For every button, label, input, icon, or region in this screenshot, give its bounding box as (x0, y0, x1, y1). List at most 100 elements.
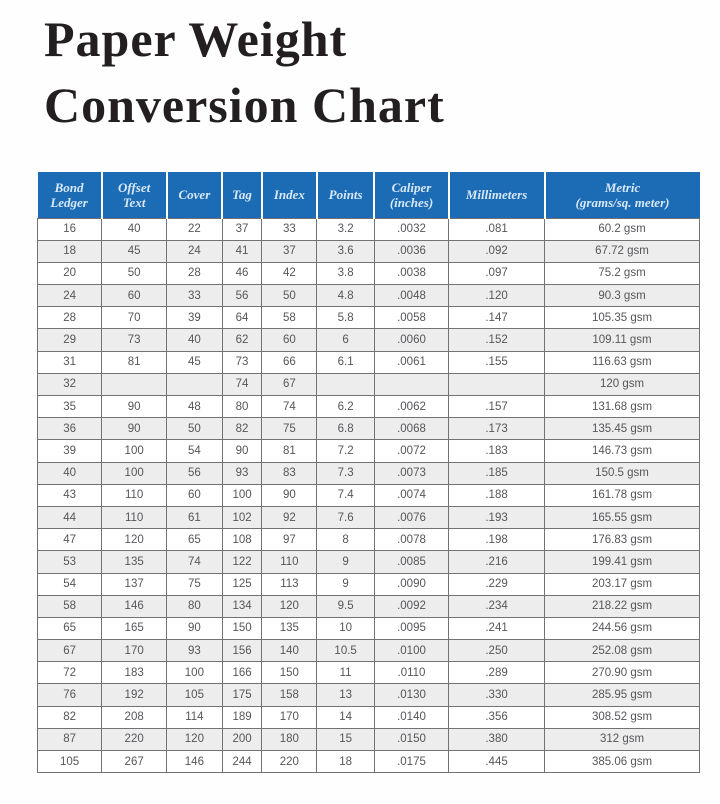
table-row: 58 146 80 134 120 9.5.0092.234 218.22 gsm (36, 594, 700, 618)
cell: 39 (166, 306, 223, 330)
cell: 18 (36, 239, 103, 263)
cell: 100 (101, 461, 168, 485)
table-row: 72 183 100 166 150 11.0110.289 270.90 gsm (36, 661, 700, 685)
cell: .0150 (373, 727, 450, 752)
cell: 218.22 gsm (544, 594, 700, 618)
cell: .0036 (373, 239, 450, 263)
cell: 161.78 gsm (544, 483, 700, 507)
header-cell: Cover (165, 172, 223, 218)
cell: 150.5 gsm (544, 461, 700, 485)
cell: 135 (101, 550, 168, 574)
cell: 73 (221, 350, 263, 374)
cell: 90 (261, 483, 318, 507)
cell: 158 (261, 683, 318, 707)
cell: 67 (261, 372, 318, 397)
cell: 140 (261, 639, 318, 663)
cell: .198 (448, 528, 546, 552)
cell: 9.5 (316, 594, 375, 618)
header-cell: Points (315, 172, 375, 218)
header-cell: Metric (grams/sq. meter) (543, 172, 700, 218)
table-row: 53 135 74 122 110 9.0085.216 199.41 gsm (36, 550, 700, 574)
paper-weight-conversion-table: Bond Ledger Offset Text Cover Tag Index Point… (36, 172, 700, 774)
cell: 203.17 gsm (544, 572, 700, 596)
cell: 146 (166, 749, 223, 774)
cell: 120 (166, 727, 223, 752)
cell: 134 (221, 594, 263, 618)
table-row: 39 100 54 90 81 7.2.0072.183 146.73 gsm (36, 439, 700, 463)
cell: .289 (448, 661, 546, 685)
cell: .0140 (373, 705, 450, 729)
cell: .0175 (373, 749, 450, 774)
cell: 40 (36, 461, 103, 485)
cell: 183 (101, 661, 168, 685)
cell: 81 (261, 439, 318, 463)
cell: .0062 (373, 394, 450, 419)
cell: 308.52 gsm (544, 705, 700, 729)
cell: .120 (448, 284, 546, 308)
cell: 13 (316, 683, 375, 707)
table-row: 16 40 22 37 33 3.2.0032.081 60.2 gsm (36, 217, 700, 241)
cell: 83 (261, 461, 318, 485)
cell: 7.2 (316, 439, 375, 463)
cell: 170 (261, 705, 318, 729)
cell: 137 (101, 572, 168, 596)
cell: .0090 (373, 572, 450, 596)
page-title-line-1: Paper Weight (44, 11, 348, 67)
cell: 39 (36, 439, 103, 463)
cell: 113 (261, 572, 318, 596)
cell: 42 (261, 261, 318, 286)
cell: 43 (36, 483, 103, 507)
cell: 80 (221, 394, 263, 419)
cell: 56 (166, 461, 223, 485)
table-row: 43 110 60 100 90 7.4.0074.188 161.78 gsm (36, 483, 700, 507)
cell: 110 (101, 483, 168, 507)
cell: 131.68 gsm (544, 394, 700, 419)
cell: .0058 (373, 306, 450, 330)
cell: 120 (261, 594, 318, 618)
cell: 93 (221, 461, 263, 485)
cell: 105.35 gsm (544, 306, 700, 330)
cell: .0068 (373, 417, 450, 441)
cell: .173 (448, 417, 546, 441)
cell: .0038 (373, 261, 450, 286)
cell: 73 (101, 328, 168, 352)
cell: 29 (36, 328, 103, 352)
page-title-line-2: Conversion Chart (44, 77, 445, 133)
cell: 60 (101, 284, 168, 308)
cell: 36 (36, 417, 103, 441)
cell: .330 (448, 683, 546, 707)
cell: 6.1 (316, 350, 375, 374)
cell: .157 (448, 394, 546, 419)
cell: 40 (166, 328, 223, 352)
cell: .216 (448, 550, 546, 574)
cell: 58 (261, 306, 318, 330)
cell: 166 (221, 661, 263, 685)
cell: .0032 (373, 217, 450, 241)
cell: .0085 (373, 550, 450, 574)
cell: .0073 (373, 461, 450, 485)
cell: .356 (448, 705, 546, 729)
cell: 82 (221, 417, 263, 441)
cell: 3.6 (316, 239, 375, 263)
cell: 65 (166, 528, 223, 552)
header-row: Bond Ledger Offset Text Cover Tag Index Point… (37, 172, 700, 218)
cell: 80 (166, 594, 223, 618)
cell: 16 (36, 217, 103, 241)
cell: 192 (101, 683, 168, 707)
cell: 24 (166, 239, 223, 263)
table-row: 54 137 75 125 113 9.0090.229 203.17 gsm (36, 572, 700, 596)
cell: 9 (316, 550, 375, 574)
cell: 5.8 (316, 306, 375, 330)
cell: 75.2 gsm (544, 261, 700, 286)
cell: 176.83 gsm (544, 528, 700, 552)
cell: 90 (101, 417, 168, 441)
cell: 64 (221, 306, 263, 330)
cell: 156 (221, 639, 263, 663)
cell: 67.72 gsm (544, 239, 700, 263)
cell: .0100 (373, 639, 450, 663)
cell: 40 (101, 217, 168, 241)
cell: 102 (221, 505, 263, 530)
table-row: 32 74 67 120 gsm (36, 372, 700, 397)
cell: 50 (101, 261, 168, 286)
cell: 105 (166, 683, 223, 707)
